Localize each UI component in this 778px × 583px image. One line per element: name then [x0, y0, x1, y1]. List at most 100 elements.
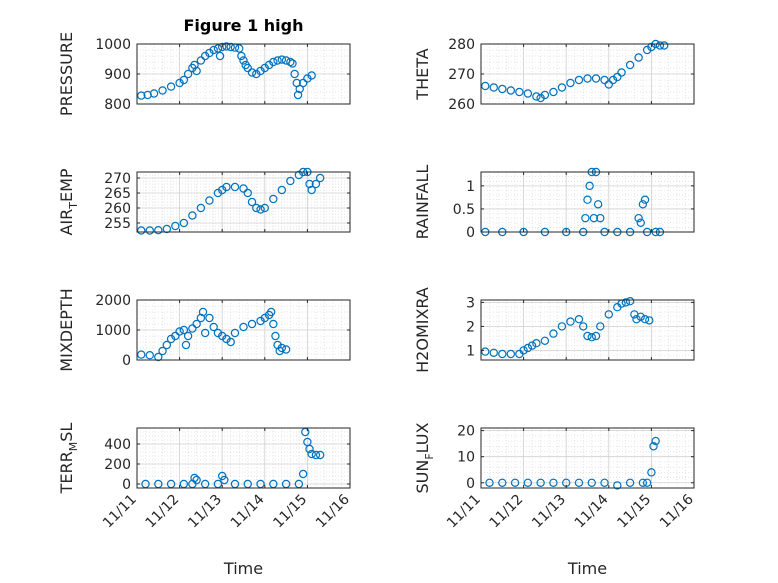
- y-tick-label: 0.5: [453, 202, 475, 218]
- axes-5: 0 1000 2000 MIXDEPTH: [57, 288, 351, 372]
- data-point: [192, 319, 201, 329]
- data-point: [222, 42, 231, 51]
- axes-2: 260 270 280 THETA: [413, 37, 695, 113]
- data-point: [181, 340, 191, 350]
- data-point: [642, 478, 652, 487]
- data-point: [277, 55, 287, 64]
- y-axis-label: PRESSURE: [57, 32, 76, 116]
- data-point: [175, 327, 184, 336]
- data-point: [298, 469, 308, 479]
- data-point: [613, 72, 622, 82]
- data-point: [137, 91, 146, 100]
- y-axis-label-part: EMP: [57, 168, 76, 202]
- y-tick-label: 270: [448, 67, 475, 83]
- data-point: [196, 203, 206, 213]
- data-point: [634, 53, 643, 62]
- data-point: [266, 307, 276, 317]
- data-point: [247, 197, 257, 207]
- data-point: [640, 315, 650, 324]
- data-point: [315, 450, 325, 460]
- x-tick-label: 11/11: [444, 492, 484, 532]
- data-point: [269, 194, 278, 204]
- data-point: [198, 307, 208, 317]
- axes-box: [136, 427, 351, 489]
- data-point: [145, 351, 154, 360]
- data-point: [557, 83, 567, 92]
- data-point: [271, 331, 280, 341]
- data-point: [640, 195, 650, 204]
- data-point: [523, 343, 533, 353]
- y-tick-label: 2000: [95, 293, 131, 309]
- data-point: [540, 90, 550, 100]
- data-point: [307, 71, 316, 80]
- data-point: [510, 478, 520, 487]
- data-point: [532, 339, 541, 348]
- y-tick-label: 2: [466, 319, 475, 335]
- y-axis-label: H2OMIXRA: [413, 287, 432, 373]
- data-point: [617, 68, 626, 77]
- data-point: [613, 481, 622, 490]
- data-point: [638, 200, 648, 209]
- data-point: [632, 315, 641, 324]
- y-tick-label: 3: [466, 295, 475, 311]
- data-point: [625, 478, 635, 487]
- x-tick-label: 11/12: [143, 492, 183, 532]
- data-point: [498, 84, 507, 94]
- data-point: [190, 473, 199, 483]
- data-point: [625, 297, 635, 306]
- y-tick-label: 1000: [95, 37, 131, 53]
- y-tick-label: 900: [104, 67, 131, 83]
- y-tick-label: 800: [104, 97, 131, 113]
- data-point: [162, 340, 172, 350]
- data-point: [549, 329, 558, 338]
- y-axis-label: RAINFALL: [413, 165, 432, 240]
- x-tick-label: 11/15: [614, 492, 654, 532]
- data-point: [149, 89, 159, 98]
- data-point: [604, 310, 614, 319]
- data-point: [171, 331, 180, 341]
- axes-4: 0 0.5 1 RAINFALL: [413, 165, 695, 241]
- data-point: [192, 66, 201, 76]
- data-point: [247, 319, 257, 329]
- data-point: [583, 331, 592, 341]
- data-point: [183, 69, 193, 79]
- data-point: [587, 333, 596, 342]
- x-tick-label: 11/12: [487, 492, 527, 532]
- data-point: [277, 343, 287, 353]
- data-point: [557, 322, 567, 331]
- data-point: [154, 352, 163, 362]
- data-point: [481, 81, 490, 91]
- axes-box: [480, 171, 695, 233]
- plot-area: [481, 428, 694, 488]
- data-point: [655, 41, 665, 50]
- data-point: [566, 78, 575, 88]
- data-point: [647, 468, 656, 477]
- y-axis-label-part: SL: [57, 423, 76, 442]
- data-point: [523, 89, 533, 98]
- x-tick-label: 11/16: [313, 491, 353, 531]
- x-tick-label: 11/13: [529, 492, 569, 532]
- data-point: [230, 328, 240, 338]
- y-tick-label: 0: [122, 353, 131, 369]
- chart-title: Figure 1 high: [184, 16, 304, 35]
- data-point: [506, 86, 516, 95]
- data-point: [239, 322, 248, 332]
- data-point: [269, 319, 278, 329]
- plot-area: [481, 172, 694, 232]
- data-point: [587, 478, 596, 487]
- data-point: [485, 478, 494, 487]
- data-point: [230, 182, 240, 192]
- data-point: [217, 471, 227, 481]
- data-point: [574, 315, 584, 324]
- data-point: [549, 478, 558, 487]
- data-point: [256, 205, 265, 214]
- data-point: [566, 317, 575, 326]
- data-point: [585, 181, 594, 191]
- data-point: [574, 75, 584, 85]
- data-point: [581, 213, 590, 223]
- data-point: [137, 350, 146, 359]
- data-point: [145, 226, 154, 235]
- data-point: [523, 478, 533, 487]
- y-tick-label: 20: [457, 424, 475, 440]
